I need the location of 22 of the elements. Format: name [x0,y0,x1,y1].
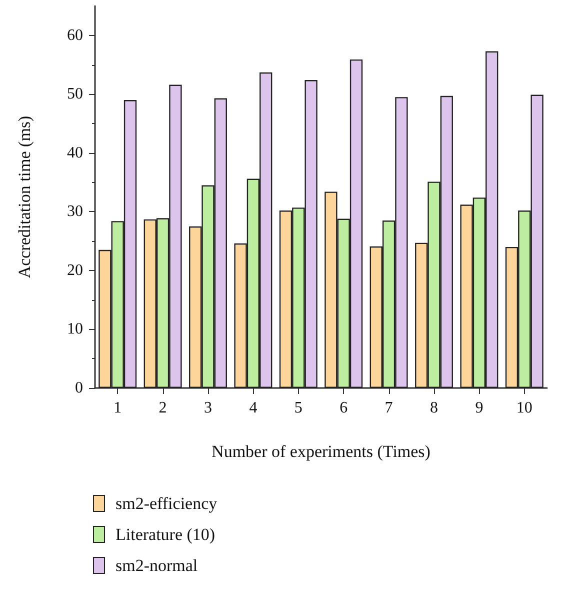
legend-label: Literature (10) [116,525,216,544]
y-tick-label: 0 [75,380,83,396]
legend-label: sm2-efficiency [116,494,218,513]
y-tick-label: 40 [67,144,83,162]
x-tick-label: 8 [430,400,438,416]
x-tick-label: 10 [516,400,532,416]
x-tick-label: 6 [340,400,348,416]
y-tick-label: 50 [67,86,83,103]
y-tick-label: 30 [67,203,83,220]
x-axis-title: Number of experiments (Times) [212,442,430,461]
x-tick-label: 5 [294,400,302,416]
x-tick-label: 1 [114,400,122,416]
y-tick-label: 20 [67,262,83,279]
x-tick-label: 9 [475,400,484,416]
y-tick-label: 60 [67,26,83,44]
x-tick-label: 2 [158,400,167,416]
x-tick-label: 4 [249,400,258,416]
y-axis-title: Accreditation time (ms) [15,116,34,278]
legend-label: sm2-normal [116,556,198,575]
x-tick-label: 3 [204,400,212,416]
y-tick-label: 10 [67,320,83,338]
x-tick-label: 7 [384,400,393,416]
